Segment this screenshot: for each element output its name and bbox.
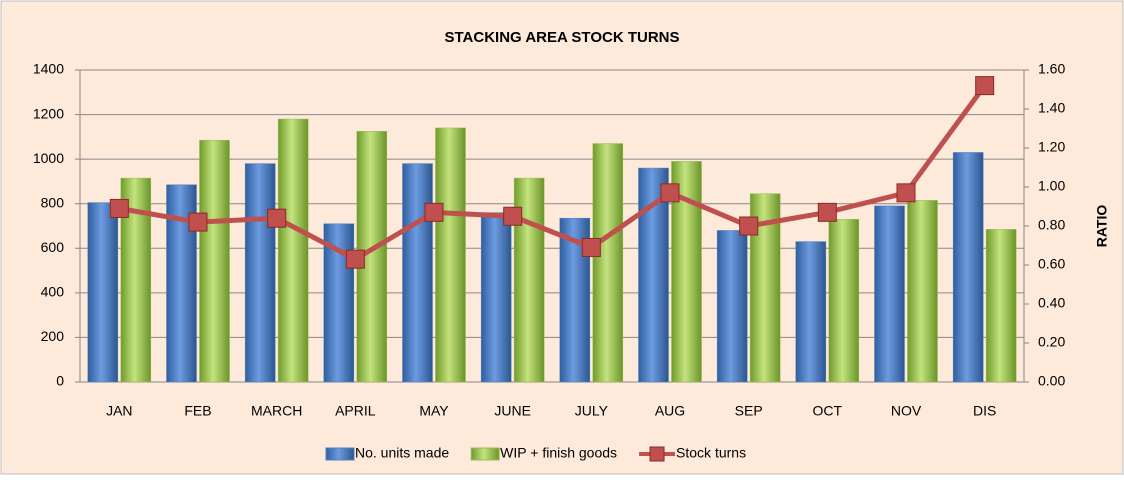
x-tick-label: SEP bbox=[735, 403, 763, 419]
line bbox=[118, 84, 987, 263]
y2-tick-label: 1.60 bbox=[1038, 61, 1065, 77]
marker bbox=[267, 208, 287, 228]
bar bbox=[199, 139, 230, 383]
marker bbox=[109, 198, 129, 218]
x-tick-label: JULY bbox=[575, 403, 609, 419]
bar bbox=[952, 152, 984, 383]
bar bbox=[716, 230, 748, 383]
bar bbox=[277, 118, 309, 383]
bar bbox=[244, 163, 276, 383]
x-tick-label: FEB bbox=[184, 403, 211, 419]
marker bbox=[896, 183, 916, 203]
bar bbox=[87, 202, 119, 383]
legend-label: No. units made bbox=[355, 445, 449, 461]
x-tick-label: JAN bbox=[106, 403, 132, 419]
marker bbox=[975, 76, 995, 96]
legend-swatch bbox=[649, 446, 665, 462]
y2-tick-label: 1.40 bbox=[1038, 100, 1065, 116]
y-tick-label: 400 bbox=[41, 284, 65, 300]
marker bbox=[345, 249, 365, 269]
x-tick-label: APRIL bbox=[335, 403, 376, 419]
legend-swatch bbox=[470, 447, 500, 461]
x-tick-label: AUG bbox=[655, 403, 685, 419]
legend-label: WIP + finish goods bbox=[500, 445, 617, 461]
y2-tick-label: 0.80 bbox=[1038, 217, 1065, 233]
bar bbox=[795, 241, 827, 383]
marker bbox=[503, 206, 523, 226]
marker bbox=[424, 202, 444, 222]
y-tick-label: 1400 bbox=[33, 61, 64, 77]
marker bbox=[660, 183, 680, 203]
y-tick-label: 600 bbox=[41, 239, 65, 255]
marker bbox=[739, 216, 759, 236]
bar bbox=[874, 205, 905, 383]
legend-label: Stock turns bbox=[676, 445, 746, 461]
x-tick-label: MAY bbox=[419, 403, 449, 419]
y2-tick-label: 1.00 bbox=[1038, 178, 1065, 194]
chart-title: STACKING AREA STOCK TURNS bbox=[444, 29, 679, 46]
y-tick-label: 200 bbox=[41, 328, 65, 344]
marker bbox=[817, 202, 837, 222]
y2-tick-label: 1.20 bbox=[1038, 139, 1065, 155]
x-tick-label: MARCH bbox=[251, 403, 302, 419]
x-tick-label: DIS bbox=[973, 403, 996, 419]
bar bbox=[435, 127, 466, 383]
bar bbox=[985, 229, 1017, 383]
y2-tick-label: 0.60 bbox=[1038, 256, 1065, 272]
x-tick-label: JUNE bbox=[494, 403, 531, 419]
y2-tick-label: 0.40 bbox=[1038, 295, 1065, 311]
y2-axis-label: RATIO bbox=[1094, 205, 1110, 248]
y2-tick-label: 0.20 bbox=[1038, 334, 1065, 350]
legend-swatch bbox=[325, 447, 355, 461]
x-tick-label: NOV bbox=[891, 403, 922, 419]
y-tick-label: 800 bbox=[41, 194, 65, 210]
marker bbox=[188, 212, 208, 232]
y-tick-label: 0 bbox=[56, 373, 64, 389]
y2-tick-label: 0.00 bbox=[1038, 373, 1065, 389]
bar bbox=[828, 219, 860, 383]
bar bbox=[907, 200, 938, 383]
y-tick-label: 1000 bbox=[33, 150, 64, 166]
x-tick-label: OCT bbox=[813, 403, 843, 419]
bar bbox=[480, 212, 512, 383]
marker bbox=[581, 237, 601, 257]
y-tick-label: 1200 bbox=[33, 105, 64, 121]
bar bbox=[402, 163, 433, 383]
bar bbox=[592, 143, 624, 383]
